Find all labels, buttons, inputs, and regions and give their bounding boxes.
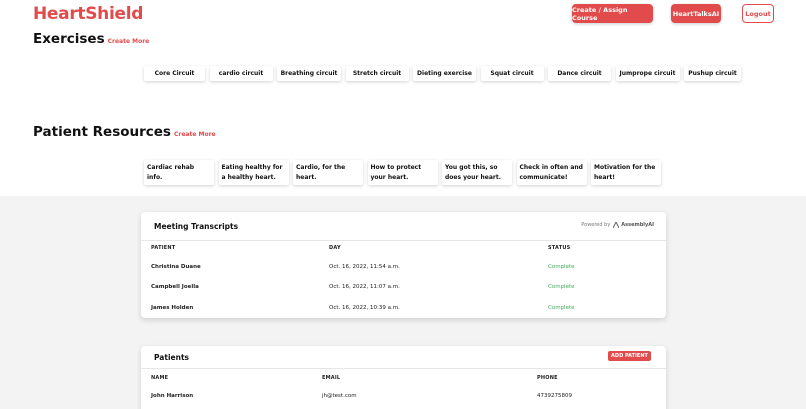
resources-create-more-link[interactable]: Create More (173, 131, 216, 138)
transcript-patient[interactable]: James Holden (151, 305, 194, 311)
exercises-heading: Exercises Create More (33, 31, 149, 47)
resource-card[interactable]: Cardio, for the heart. (293, 160, 363, 185)
column-header-name: NAME (151, 375, 169, 381)
patients-panel: Patients ADD PATIENT NAME EMAIL PHONE Jo… (141, 346, 666, 409)
exercise-chip[interactable]: Stretch circuit (345, 66, 409, 81)
column-header-phone: PHONE (537, 375, 558, 381)
hearttalksai-button[interactable]: HeartTalksAI (671, 4, 721, 23)
exercise-chip[interactable]: Pushup circuit (684, 66, 741, 81)
create-assign-course-button[interactable]: Create / Assign Course (572, 4, 653, 23)
powered-by: Powered by AssemblyAI (581, 220, 654, 229)
exercise-chip[interactable]: cardio circuit (209, 66, 273, 81)
assemblyai-logo-icon (612, 220, 620, 229)
transcript-status: Complete (548, 305, 575, 311)
powered-by-label: Powered by (581, 222, 611, 228)
transcript-day: Oct. 16, 2022, 11:07 a.m. (329, 284, 400, 290)
resource-card[interactable]: How to protect your heart. (367, 160, 438, 185)
powered-by-brand: AssemblyAI (621, 222, 654, 228)
exercise-chip[interactable]: Core Circuit (144, 66, 205, 81)
exercise-chip[interactable]: Dance circuit (548, 66, 611, 81)
column-header-status: STATUS (548, 245, 571, 251)
table-divider (141, 368, 666, 369)
exercise-chip[interactable]: Squat circuit (480, 66, 544, 81)
transcript-day: Oct. 16, 2022, 11:54 a.m. (329, 264, 400, 270)
table-divider (141, 240, 666, 241)
logout-button[interactable]: Logout (742, 4, 774, 23)
meeting-transcripts-panel: Meeting Transcripts Powered by AssemblyA… (141, 212, 666, 318)
column-header-patient: PATIENT (151, 245, 176, 251)
exercises-create-more-link[interactable]: Create More (107, 38, 150, 45)
add-patient-button[interactable]: ADD PATIENT (608, 351, 651, 361)
resource-card[interactable]: Motivation for the heart! (591, 160, 661, 185)
exercise-chip[interactable]: Dieting exercise (413, 66, 476, 81)
column-header-day: DAY (329, 245, 341, 251)
transcript-status: Complete (548, 264, 575, 270)
exercise-chip[interactable]: Breathing circuit (277, 66, 341, 81)
transcript-status: Complete (548, 284, 575, 290)
resource-card[interactable]: Cardiac rehab info. (144, 160, 214, 185)
patients-title: Patients (154, 353, 189, 362)
patient-phone: 4739275809 (537, 393, 572, 399)
transcript-patient[interactable]: Campbell Joella (151, 284, 199, 290)
resources-heading: Patient Resources Create More (33, 124, 216, 140)
exercise-chip[interactable]: Jumprope circuit (615, 66, 680, 81)
exercises-title: Exercises (33, 31, 105, 47)
patient-email: jh@test.com (322, 393, 357, 399)
resource-list: Cardiac rehab info. Eating healthy for a… (144, 160, 666, 185)
resource-card[interactable]: Check in often and communicate! (516, 160, 587, 185)
resource-card[interactable]: Eating healthy for a healthy heart. (218, 160, 289, 185)
exercise-list: Core Circuit cardio circuit Breathing ci… (144, 66, 746, 81)
transcript-day: Oct. 16, 2022, 10:39 a.m. (329, 305, 400, 311)
patient-name[interactable]: John Harrison (151, 393, 194, 399)
resource-card[interactable]: You got this, so does your heart. (442, 160, 512, 185)
transcript-patient[interactable]: Christina Duane (151, 264, 201, 270)
column-header-email: EMAIL (322, 375, 341, 381)
brand-logo[interactable]: HeartShield (33, 4, 144, 24)
transcripts-title: Meeting Transcripts (154, 222, 239, 231)
resources-title: Patient Resources (33, 124, 171, 140)
